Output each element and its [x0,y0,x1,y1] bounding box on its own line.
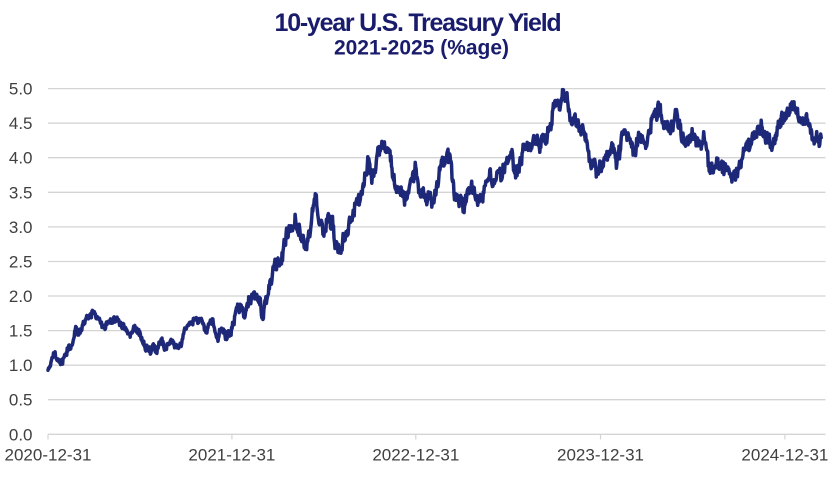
svg-text:0.0: 0.0 [9,425,33,444]
svg-text:5.0: 5.0 [9,80,33,99]
svg-text:2.0: 2.0 [9,287,33,306]
svg-text:2020-12-31: 2020-12-31 [5,446,92,465]
svg-text:2021-12-31: 2021-12-31 [188,446,275,465]
svg-text:3.0: 3.0 [9,218,33,237]
svg-text:1.0: 1.0 [9,356,33,375]
svg-text:4.5: 4.5 [9,114,33,133]
svg-text:10-year U.S. Treasury Yield: 10-year U.S. Treasury Yield [275,9,561,37]
svg-text:2021-2025 (%age): 2021-2025 (%age) [334,36,509,59]
svg-text:2023-12-31: 2023-12-31 [557,446,644,465]
svg-text:4.0: 4.0 [9,149,33,168]
svg-text:0.5: 0.5 [9,391,33,410]
svg-text:2.5: 2.5 [9,253,33,272]
svg-text:2024-12-31: 2024-12-31 [741,446,828,465]
svg-text:2022-12-31: 2022-12-31 [372,446,459,465]
svg-text:1.5: 1.5 [9,322,33,341]
svg-text:3.5: 3.5 [9,183,33,202]
